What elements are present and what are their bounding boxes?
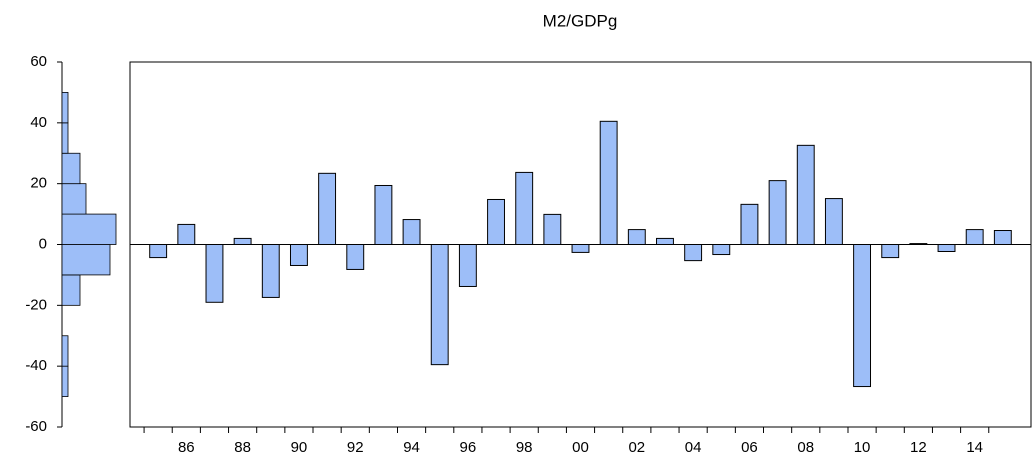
bar xyxy=(430,244,449,366)
histogram-bar xyxy=(61,244,111,276)
histogram-bar xyxy=(61,335,69,367)
y-tick-label: -60 xyxy=(25,418,47,435)
x-tick-label: 88 xyxy=(234,439,251,456)
x-tick-label: 90 xyxy=(291,439,308,456)
y-tick-label: -20 xyxy=(25,296,47,313)
bar xyxy=(656,237,674,246)
x-tick-label: 92 xyxy=(347,439,364,456)
bar xyxy=(402,219,421,245)
bar xyxy=(261,244,280,298)
bar xyxy=(993,230,1012,245)
bar xyxy=(177,223,196,246)
y-tick-label: 0 xyxy=(39,235,47,252)
bar xyxy=(796,144,815,245)
bar xyxy=(487,198,505,246)
bar xyxy=(346,244,365,270)
x-tick-label: 02 xyxy=(628,439,645,456)
y-tick-label: 20 xyxy=(30,175,47,192)
chart-title: M2/GDPg xyxy=(543,11,618,30)
bar xyxy=(740,203,759,246)
bar xyxy=(515,171,534,246)
histogram-bar xyxy=(61,213,117,245)
bar xyxy=(712,244,731,256)
y-tick-label: 40 xyxy=(30,114,47,131)
x-tick-label: 94 xyxy=(403,439,420,456)
bar xyxy=(853,244,872,388)
bar xyxy=(684,244,703,262)
x-tick-label: 06 xyxy=(741,439,758,456)
histogram-bar xyxy=(61,152,81,185)
bar xyxy=(965,229,984,246)
x-tick-label: 04 xyxy=(685,439,702,456)
x-tick-label: 96 xyxy=(460,439,477,456)
x-tick-label: 98 xyxy=(516,439,533,456)
bar xyxy=(233,237,252,246)
x-tick-label: 14 xyxy=(966,439,983,456)
bar xyxy=(627,229,646,246)
histogram-bar xyxy=(61,92,69,124)
bar xyxy=(909,243,928,245)
bar xyxy=(374,184,393,246)
x-tick-label: 86 xyxy=(178,439,195,456)
y-tick-label: 60 xyxy=(30,53,47,70)
histogram-bar xyxy=(61,122,69,154)
bar xyxy=(824,198,843,245)
histogram-bar xyxy=(61,183,87,215)
bar xyxy=(599,120,618,245)
bar xyxy=(289,244,308,266)
bar xyxy=(458,244,477,287)
bar xyxy=(318,172,337,245)
bar xyxy=(571,244,590,253)
histogram-bar xyxy=(61,274,81,306)
x-tick-label: 10 xyxy=(854,439,871,456)
x-tick-label: 08 xyxy=(797,439,814,456)
bar xyxy=(543,213,562,245)
bar xyxy=(937,244,956,252)
x-tick-label: 12 xyxy=(910,439,927,456)
bar xyxy=(768,180,787,245)
bar xyxy=(881,244,900,259)
x-tick-label: 00 xyxy=(572,439,589,456)
bar xyxy=(205,244,224,303)
histogram-bar xyxy=(61,365,69,397)
y-tick-label: -40 xyxy=(25,357,47,374)
bar xyxy=(149,244,168,259)
